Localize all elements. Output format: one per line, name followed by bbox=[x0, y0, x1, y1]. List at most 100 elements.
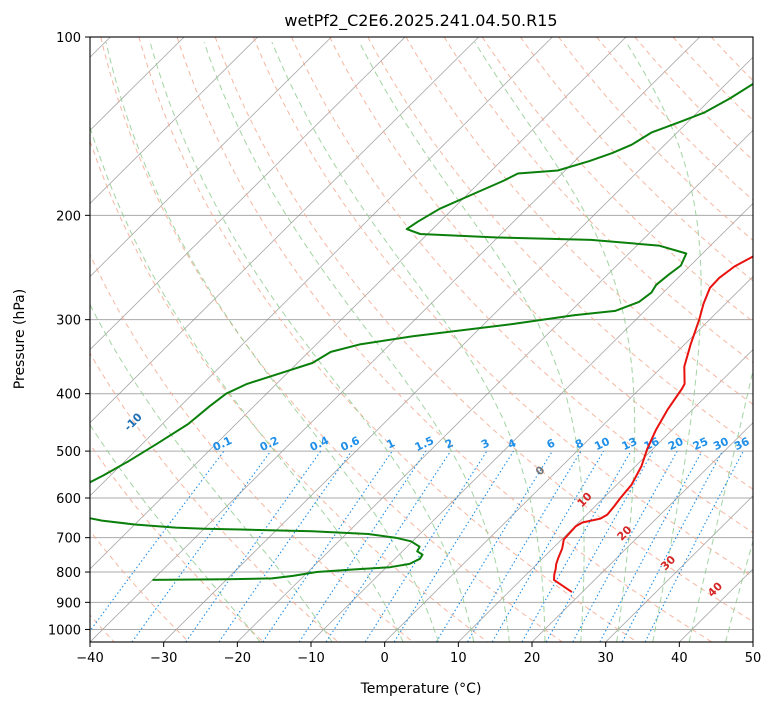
dry-adiabat-line bbox=[138, 37, 638, 642]
isotherm-line bbox=[163, 56, 753, 642]
mixing-ratio-label: 25 bbox=[691, 435, 710, 453]
mixing-ratio-line bbox=[298, 450, 427, 642]
mixing-ratio-line bbox=[218, 450, 353, 642]
y-tick-label: 800 bbox=[56, 566, 81, 581]
mixing-ratio-label: 30 bbox=[711, 435, 731, 453]
mixing-ratio-line bbox=[131, 450, 272, 642]
dry-adiabat-line bbox=[634, 37, 753, 161]
dry-adiabat-line bbox=[520, 37, 753, 282]
dry-adiabat-line bbox=[672, 37, 753, 121]
x-tick-label: 10 bbox=[450, 651, 467, 666]
moist-adiabat-line bbox=[688, 367, 753, 642]
mixing-ratio-line bbox=[435, 450, 553, 642]
y-axis-label: Pressure (hPa) bbox=[12, 289, 28, 389]
mixing-ratio-line bbox=[364, 450, 488, 642]
mixing-ratio-label: 36 bbox=[732, 435, 752, 453]
x-tick-label: −40 bbox=[76, 651, 103, 666]
moist-adiabat-line bbox=[90, 424, 261, 642]
dry-adiabat-line bbox=[405, 37, 753, 406]
moist-adiabat-line bbox=[105, 41, 439, 642]
mixing-ratio-label: 10 bbox=[592, 435, 612, 453]
dry-adiabat-line bbox=[90, 139, 488, 642]
mixing-ratio-label: 6 bbox=[545, 436, 558, 451]
moist-adiabat-label: 0 bbox=[533, 463, 548, 478]
moist-adiabat-label: 30 bbox=[658, 553, 678, 573]
x-tick-label: −10 bbox=[297, 651, 324, 666]
mixing-ratio-line bbox=[621, 450, 723, 642]
moist-adiabat-label: 40 bbox=[705, 579, 725, 599]
mixing-ratio-line bbox=[325, 450, 452, 642]
mixing-ratio-line bbox=[644, 450, 744, 642]
isotherm-line bbox=[90, 37, 480, 424]
y-tick-label: 200 bbox=[56, 209, 81, 224]
y-tick-label: 100 bbox=[56, 31, 81, 46]
mixing-ratio-label: 13 bbox=[620, 435, 639, 453]
dry-adiabat-label: -10 bbox=[122, 410, 145, 433]
moist-adiabat-line bbox=[90, 303, 333, 642]
mixing-ratio-line bbox=[262, 450, 393, 642]
y-tick-label: 900 bbox=[56, 596, 81, 611]
y-tick-label: 600 bbox=[56, 492, 81, 507]
isotherm-line bbox=[90, 37, 259, 204]
dry-adiabat-line bbox=[710, 37, 753, 82]
isotherm-line bbox=[310, 202, 753, 642]
x-tick-label: 50 bbox=[745, 651, 762, 666]
dry-adiabat-line bbox=[90, 443, 264, 642]
x-tick-label: 0 bbox=[381, 651, 389, 666]
moist-adiabat-line bbox=[203, 41, 510, 642]
mixing-ratio-line bbox=[467, 450, 582, 642]
isotherm-line bbox=[679, 568, 753, 642]
y-tick-label: 400 bbox=[56, 388, 81, 403]
dry-adiabat-line bbox=[90, 253, 414, 642]
mixing-ratio-line bbox=[185, 450, 322, 642]
isotherm-line bbox=[90, 37, 406, 351]
temperature-profile bbox=[553, 255, 753, 593]
x-axis-label: Temperature (°C) bbox=[360, 681, 482, 697]
plot-frame bbox=[89, 36, 754, 643]
moist-adiabat-line bbox=[725, 539, 753, 642]
isotherm-line bbox=[752, 641, 753, 642]
dry-adiabat-line bbox=[291, 37, 753, 534]
isotherm-line bbox=[384, 275, 753, 642]
y-tick-label: 1000 bbox=[48, 623, 81, 638]
chart-title: wetPf2_C2E6.2025.241.04.50.R15 bbox=[284, 11, 557, 31]
x-tick-label: 20 bbox=[524, 651, 541, 666]
isotherm-line bbox=[90, 37, 332, 278]
moist-adiabat-line bbox=[149, 41, 475, 642]
dry-adiabat-line bbox=[90, 530, 190, 642]
y-tick-label: 300 bbox=[56, 314, 81, 329]
moist-adiabat-label: 10 bbox=[575, 490, 595, 510]
moist-adiabat-line bbox=[474, 41, 636, 642]
dry-adiabat-line bbox=[252, 37, 753, 578]
moist-adiabat-line bbox=[358, 41, 585, 642]
mixing-ratio-line bbox=[90, 450, 225, 632]
y-tick-label: 700 bbox=[56, 532, 81, 547]
dry-adiabat-line bbox=[367, 37, 753, 448]
mixing-ratio-line bbox=[393, 450, 514, 642]
isotherm-line bbox=[90, 37, 553, 497]
x-tick-label: −20 bbox=[224, 651, 251, 666]
y-tick-label: 500 bbox=[56, 445, 81, 460]
mixing-ratio-line bbox=[572, 450, 678, 642]
isotherm-line bbox=[90, 37, 627, 570]
x-tick-label: 40 bbox=[671, 651, 688, 666]
isotherm-line bbox=[531, 422, 753, 642]
dry-adiabat-line bbox=[481, 37, 753, 323]
dry-adiabat-line bbox=[90, 352, 339, 642]
isotherm-line bbox=[605, 495, 753, 642]
isotherm-line bbox=[458, 349, 753, 642]
mixing-ratio-label: 2 bbox=[443, 436, 455, 451]
dry-adiabat-line bbox=[443, 37, 753, 364]
dry-adiabat-line bbox=[214, 37, 753, 623]
moist-adiabat-line bbox=[271, 41, 546, 642]
mixing-ratio-line bbox=[599, 450, 703, 642]
moist-adiabat-label: 20 bbox=[615, 523, 635, 543]
dry-adiabat-line bbox=[176, 37, 712, 642]
moist-adiabat-line bbox=[90, 125, 404, 642]
moist-adiabat-line bbox=[625, 41, 702, 642]
mixing-ratio-line bbox=[545, 450, 654, 642]
mixing-ratio-label: 3 bbox=[479, 436, 491, 451]
dewpoint-profile bbox=[90, 82, 753, 581]
isotherm-line bbox=[237, 129, 753, 642]
